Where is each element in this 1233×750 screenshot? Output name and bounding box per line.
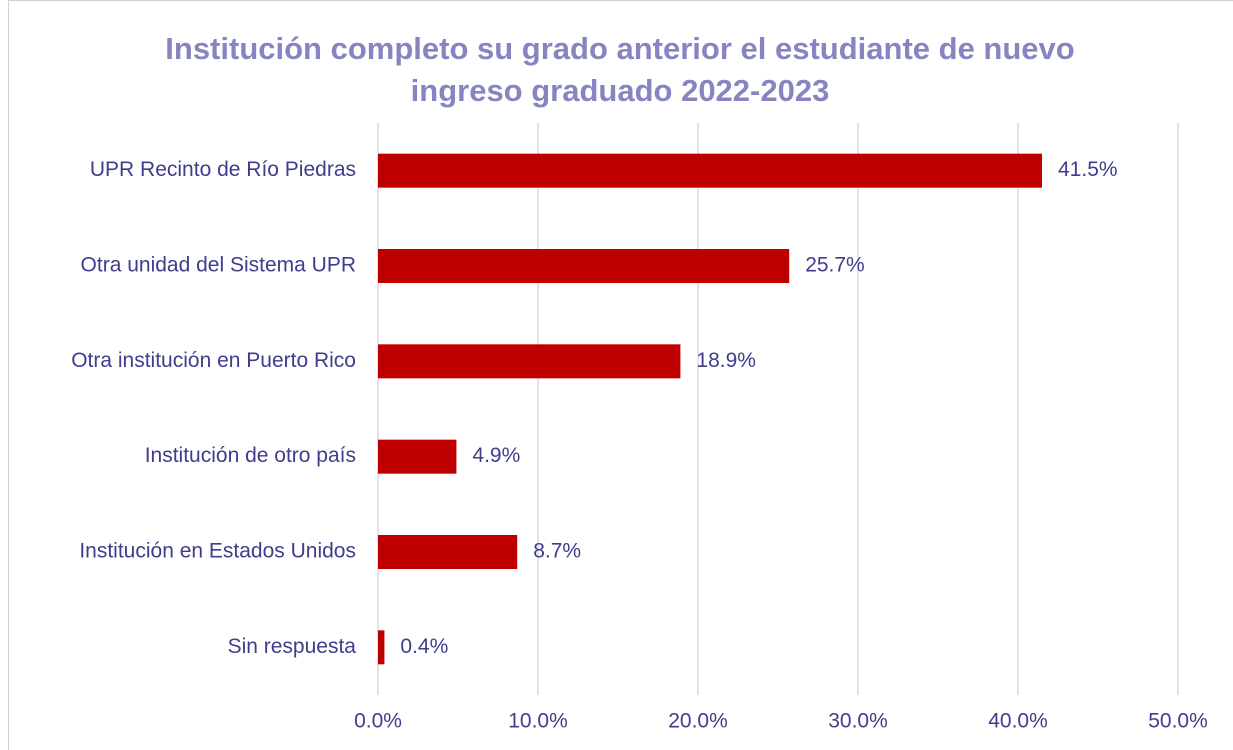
chart-border: [8, 0, 1233, 750]
y-tick-label: UPR Recinto de Río Piedras: [90, 158, 356, 181]
bar: [378, 249, 790, 283]
bar: [378, 535, 518, 569]
x-tick-label: 20.0%: [668, 710, 728, 733]
bar: [378, 344, 681, 379]
bar: [378, 630, 385, 665]
data-label: 18.9%: [696, 349, 756, 372]
y-tick-label: Institución en Estados Unidos: [79, 540, 356, 563]
x-tick-label: 10.0%: [508, 710, 568, 733]
data-label: 41.5%: [1058, 158, 1118, 181]
x-tick-label: 40.0%: [988, 710, 1048, 733]
x-tick-label: 30.0%: [828, 710, 888, 733]
data-label: 4.9%: [472, 444, 520, 467]
data-label: 8.7%: [533, 540, 581, 563]
data-label: 25.7%: [805, 254, 865, 277]
x-tick-label: 0.0%: [354, 710, 402, 733]
y-tick-label: Otra unidad del Sistema UPR: [81, 254, 356, 277]
y-tick-label: Sin respuesta: [228, 635, 357, 658]
x-tick-label: 50.0%: [1148, 710, 1208, 733]
y-tick-label: Otra institución en Puerto Rico: [71, 349, 356, 372]
bar: [378, 439, 457, 474]
bar: [378, 153, 1042, 188]
y-tick-label: Institución de otro país: [145, 444, 356, 467]
chart-title: Institución completo su grado anterior e…: [165, 31, 1075, 108]
data-label: 0.4%: [400, 635, 448, 658]
